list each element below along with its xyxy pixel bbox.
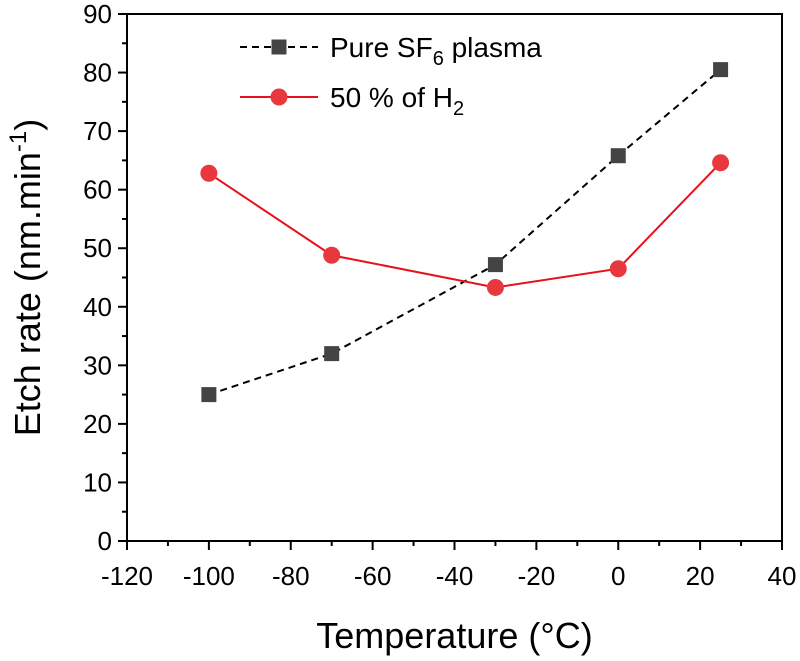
data-point-square (201, 387, 217, 403)
x-tick-label: 40 (768, 561, 797, 591)
x-tick-label: -20 (518, 561, 556, 591)
y-tick-label: 90 (83, 0, 112, 29)
x-tick-label: -100 (183, 561, 235, 591)
x-tick-label: -80 (272, 561, 310, 591)
data-point-square (324, 346, 340, 362)
plot-frame (126, 13, 783, 542)
data-point-circle (712, 154, 730, 172)
x-tick-label: -120 (101, 561, 153, 591)
legend-marker-50-percent-h2 (270, 88, 288, 106)
series-line-0 (208, 68, 722, 396)
x-tick-label: -60 (354, 561, 392, 591)
data-point-circle (609, 260, 627, 278)
y-tick-label: 70 (83, 116, 112, 146)
data-point-square (487, 257, 503, 273)
y-axis-title-main: Etch rate (nm.min (7, 152, 48, 436)
y-tick-label: 0 (98, 526, 112, 556)
y-axis-title-close: ) (7, 119, 48, 131)
y-axis-title: Etch rate (nm.min-1) (5, 119, 48, 436)
y-tick-label: 60 (83, 175, 112, 205)
y-tick-label: 20 (83, 409, 112, 439)
legend-label-pure-sf6: Pure SF6 plasma (330, 32, 542, 70)
y-tick-label: 30 (83, 350, 112, 380)
y-tick-label: 50 (83, 233, 112, 263)
legend-item-pure-sf6: Pure SF6 plasma (240, 32, 542, 70)
y-tick-label: 10 (83, 467, 112, 497)
y-axis: 0 10 20 30 40 50 60 70 80 90 (83, 0, 127, 556)
x-tick-label: -40 (436, 561, 474, 591)
plot-border (126, 13, 783, 542)
x-tick-label: 20 (686, 561, 715, 591)
legend-label-50-percent-h2: 50 % of H2 (330, 82, 464, 120)
data-point-circle (323, 246, 341, 264)
x-axis-title: Temperature (°C) (316, 615, 592, 656)
legend-item-50-percent-h2: 50 % of H2 (240, 82, 464, 120)
y-tick-label: 40 (83, 292, 112, 322)
series-layer (200, 62, 730, 403)
x-tick-label: 0 (611, 561, 625, 591)
data-point-circle (486, 278, 504, 296)
legend: Pure SF6 plasma 50 % of H2 (240, 32, 542, 120)
series-line-1 (208, 162, 722, 289)
data-point-square (713, 62, 729, 78)
legend-marker-pure-sf6 (271, 39, 287, 55)
data-point-circle (200, 164, 218, 182)
x-axis: -120 -100 -80 -60 -40 -20 0 20 40 (101, 541, 796, 591)
data-point-square (610, 148, 626, 164)
y-tick-label: 80 (83, 58, 112, 88)
y-axis-title-superscript: -1 (5, 131, 32, 152)
